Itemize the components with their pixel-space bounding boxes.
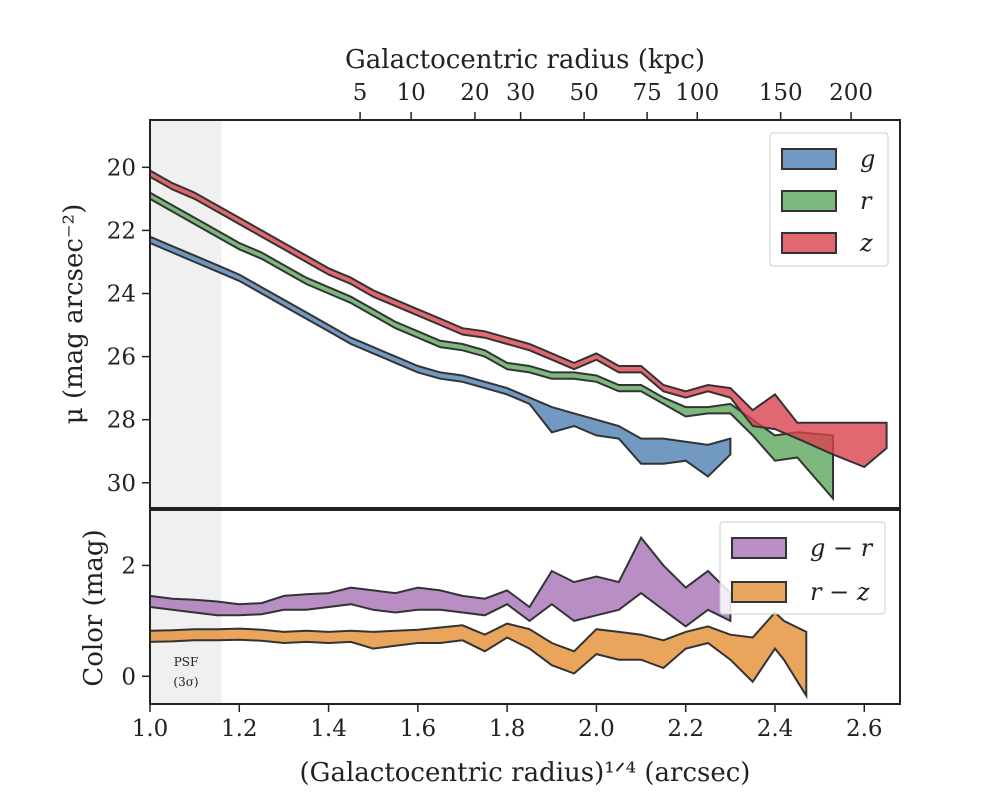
x-tick-label: 1.2 [221, 716, 258, 742]
series-band-r−z [149, 611, 808, 700]
top-tick-label: 150 [759, 80, 803, 106]
y-tick-label: 20 [107, 155, 136, 181]
x-tick-label: 2.0 [578, 716, 615, 742]
legend-swatch [781, 190, 837, 212]
x-tick-label: 2.2 [667, 716, 704, 742]
y-tick-label: 30 [107, 471, 136, 497]
legend-swatch [731, 581, 787, 603]
y-tick-label: 0 [121, 664, 136, 690]
top-tick-label: 100 [675, 80, 719, 106]
legend-label: r [860, 187, 873, 215]
y-tick-label: 26 [107, 345, 136, 371]
x-tick-label: 1.8 [489, 716, 526, 742]
psf-annotation: PSF [174, 655, 199, 669]
legend-swatch [781, 232, 837, 254]
legend-swatch [731, 537, 787, 559]
y-tick-label: 28 [107, 408, 136, 434]
series-band-r [149, 190, 834, 502]
bottom-y-axis-label: Color (mag) [79, 529, 109, 686]
x-tick-label: 1.4 [310, 716, 347, 742]
x-tick-label: 2.6 [846, 716, 883, 742]
series-band-z [149, 168, 888, 469]
series-band-g [149, 235, 732, 478]
legend-label: g − r [810, 534, 874, 562]
legend-label: g [860, 145, 875, 173]
legend-label: z [859, 229, 873, 257]
legend-label: r − z [810, 578, 870, 606]
top-tick-label: 20 [460, 80, 489, 106]
top-x-axis-label: Galactocentric radius (kpc) [345, 45, 705, 75]
y-tick-label: 22 [107, 218, 136, 244]
y-tick-label: 24 [107, 281, 136, 307]
plot-frame [149, 509, 901, 705]
top-panel: 20 22 24 26 28 30 5 10 20 30 50 75 100 150 200 grz [107, 80, 901, 509]
top-tick-label: 200 [829, 80, 873, 106]
top-tick-label: 75 [632, 80, 661, 106]
top-tick-label: 5 [353, 80, 368, 106]
series-band-g−r [149, 535, 732, 628]
top-tick-label: 30 [506, 80, 535, 106]
x-tick-label: 2.4 [757, 716, 794, 742]
x-tick-label: 1.0 [132, 716, 169, 742]
psf-annotation: (3σ) [173, 675, 198, 689]
top-tick-label: 10 [396, 80, 425, 106]
top-tick-label: 50 [569, 80, 598, 106]
bottom-x-axis-label: (Galactocentric radius)¹ᐟ⁴ (arcsec) [300, 758, 751, 788]
x-tick-label: 1.6 [400, 716, 437, 742]
plot-frame [149, 119, 901, 509]
top-y-axis-label: μ (mag arcsec⁻²) [59, 204, 89, 424]
legend-swatch [781, 148, 837, 170]
bottom-panel: 0 2 1.0 1.2 1.4 1.6 1.8 2.0 2.2 2.4 2.6 g − r r − z P… [121, 509, 901, 742]
y-tick-label: 2 [121, 553, 136, 579]
